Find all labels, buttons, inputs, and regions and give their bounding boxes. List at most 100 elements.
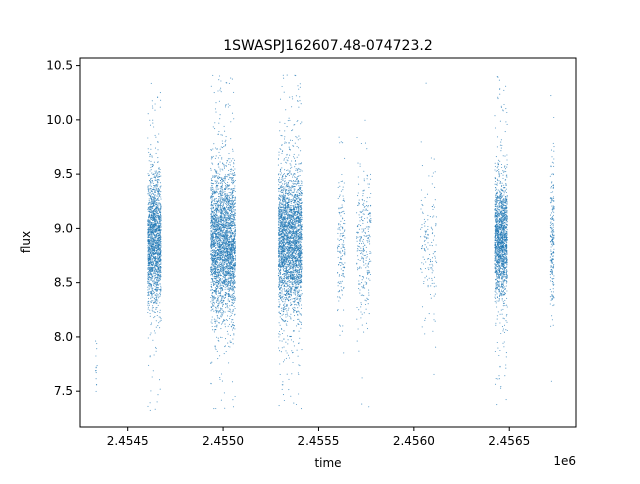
data-point xyxy=(152,232,154,234)
data-point xyxy=(210,169,212,171)
data-point xyxy=(148,175,150,177)
data-point xyxy=(216,232,219,234)
data-point xyxy=(154,200,156,202)
data-point xyxy=(234,251,236,253)
data-point xyxy=(210,217,212,219)
data-point xyxy=(234,259,236,261)
data-point xyxy=(226,233,228,235)
data-point xyxy=(153,275,155,277)
data-point xyxy=(154,177,156,179)
data-point xyxy=(211,234,213,236)
data-point xyxy=(152,203,154,205)
data-point xyxy=(151,230,153,232)
data-point xyxy=(212,163,214,165)
data-point xyxy=(229,334,231,336)
data-point xyxy=(217,206,219,209)
data-point xyxy=(230,259,233,261)
data-point xyxy=(215,235,217,237)
data-point xyxy=(232,325,234,327)
data-point xyxy=(226,306,228,308)
data-point xyxy=(157,236,159,238)
data-point xyxy=(233,91,235,93)
data-point xyxy=(150,185,152,187)
data-point xyxy=(229,219,231,221)
data-point xyxy=(156,204,158,206)
data-point xyxy=(159,186,161,188)
data-point xyxy=(154,191,156,193)
data-point xyxy=(214,347,216,349)
data-point xyxy=(225,215,227,217)
data-point xyxy=(96,384,98,386)
data-point xyxy=(148,286,150,288)
data-point xyxy=(221,147,224,149)
data-point xyxy=(221,187,223,189)
data-point xyxy=(221,234,223,236)
data-point xyxy=(159,320,161,322)
data-point xyxy=(147,268,149,270)
data-point xyxy=(229,268,231,270)
data-point xyxy=(226,254,228,257)
data-point xyxy=(211,208,213,210)
data-point xyxy=(229,309,231,311)
data-point xyxy=(215,312,217,314)
data-point xyxy=(149,185,151,187)
data-point xyxy=(227,106,229,108)
data-point xyxy=(225,268,227,270)
data-point xyxy=(227,231,229,233)
data-point xyxy=(156,401,158,403)
data-point xyxy=(234,267,236,269)
data-point xyxy=(232,321,234,324)
data-point xyxy=(151,258,153,260)
data-point xyxy=(156,228,158,230)
data-point xyxy=(228,244,230,246)
data-point xyxy=(231,256,233,258)
data-point xyxy=(210,188,212,190)
data-point xyxy=(216,228,218,230)
data-point xyxy=(221,232,223,234)
data-point xyxy=(210,241,212,243)
data-point xyxy=(155,346,157,348)
data-point xyxy=(147,302,149,304)
data-point xyxy=(221,262,223,264)
data-point xyxy=(223,319,225,321)
data-point xyxy=(215,244,217,247)
data-point xyxy=(215,319,217,321)
data-point xyxy=(156,270,158,272)
data-point xyxy=(155,236,157,238)
data-point xyxy=(217,227,219,229)
data-point xyxy=(147,190,149,192)
data-point xyxy=(225,230,227,233)
data-point xyxy=(226,216,228,218)
data-point xyxy=(229,223,231,225)
data-point xyxy=(147,294,149,296)
data-point xyxy=(151,290,153,292)
data-point xyxy=(156,279,158,281)
data-point xyxy=(222,249,224,251)
data-point xyxy=(212,240,214,242)
data-point xyxy=(234,235,236,237)
data-point xyxy=(230,121,232,123)
data-point xyxy=(215,255,217,257)
data-point xyxy=(147,311,149,314)
data-point xyxy=(230,298,232,301)
data-point xyxy=(149,192,151,194)
data-point xyxy=(147,113,149,115)
data-point xyxy=(147,223,149,225)
data-point xyxy=(227,240,229,242)
data-point xyxy=(233,333,235,335)
data-point xyxy=(218,272,220,274)
data-point xyxy=(284,136,286,138)
data-point xyxy=(159,190,161,192)
data-point xyxy=(148,206,150,209)
data-point xyxy=(231,268,234,271)
data-point xyxy=(148,222,150,224)
data-point xyxy=(157,181,159,184)
data-point xyxy=(149,153,152,155)
data-point xyxy=(160,241,162,243)
data-point xyxy=(234,248,236,250)
data-point xyxy=(219,245,221,247)
data-point xyxy=(216,274,218,276)
data-point xyxy=(154,223,156,225)
data-point xyxy=(228,216,230,219)
data-point xyxy=(158,195,160,197)
